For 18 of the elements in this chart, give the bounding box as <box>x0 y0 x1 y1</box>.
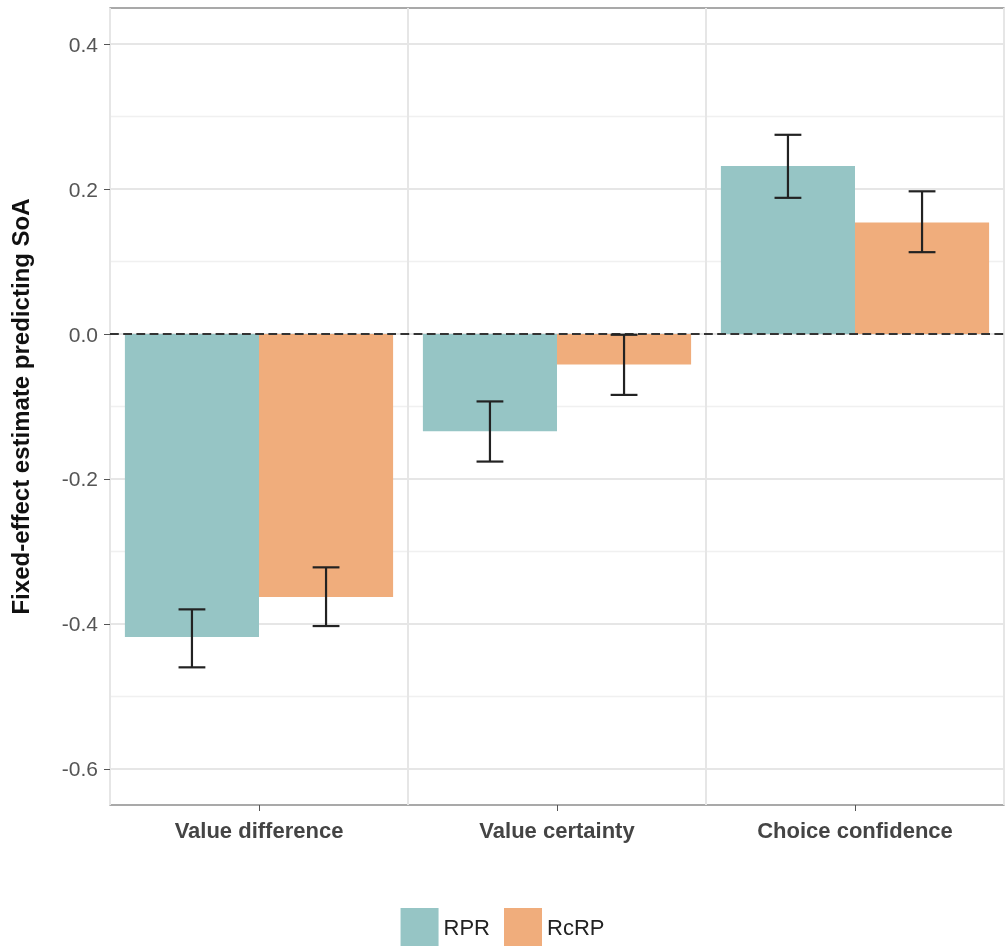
y-tick-label: 0.0 <box>68 322 98 346</box>
bar <box>720 165 855 335</box>
x-tick-label: Value difference <box>174 817 344 843</box>
bar <box>124 334 259 637</box>
bar <box>422 334 557 432</box>
y-tick-label: -0.6 <box>61 757 98 781</box>
bar <box>557 334 692 365</box>
y-tick-label: -0.4 <box>61 612 99 636</box>
y-tick-label: 0.2 <box>68 177 98 201</box>
y-tick-label: 0.4 <box>68 32 99 56</box>
y-tick-label: -0.2 <box>61 467 98 491</box>
y-axis-title: Fixed-effect estimate predicting SoA <box>6 198 34 615</box>
bar <box>855 222 990 335</box>
legend-label: RPR <box>443 914 490 940</box>
x-tick-label: Choice confidence <box>757 817 953 843</box>
bar <box>259 334 394 598</box>
legend-label: RcRP <box>547 914 605 940</box>
x-tick-label: Value certainty <box>479 817 636 843</box>
